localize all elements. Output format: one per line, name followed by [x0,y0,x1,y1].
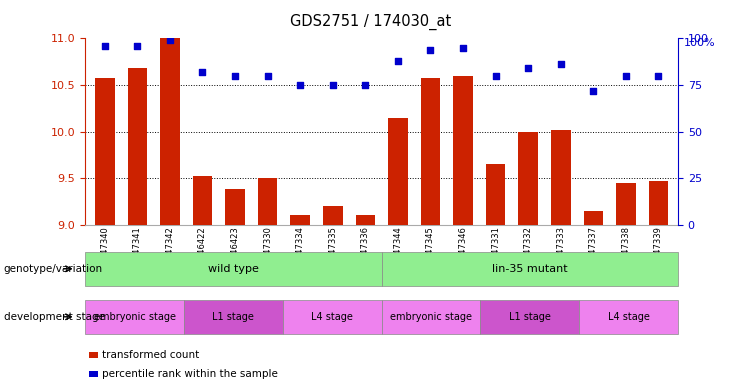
Bar [323,206,342,225]
Bar [193,176,212,225]
Bar [356,215,375,225]
Point [457,45,469,51]
Text: percentile rank within the sample: percentile rank within the sample [102,369,277,379]
Point [196,69,208,75]
Point [653,73,665,79]
Point [164,37,176,43]
Bar [486,164,505,225]
Point [555,61,567,68]
Text: L4 stage: L4 stage [608,312,650,322]
Bar [551,130,571,225]
Point [522,65,534,71]
Point [99,43,110,49]
Bar [160,38,179,225]
Point [262,73,273,79]
Point [392,58,404,64]
Bar [616,183,636,225]
Text: wild type: wild type [208,264,259,274]
Text: L1 stage: L1 stage [213,312,254,322]
Text: genotype/variation: genotype/variation [4,264,103,274]
Bar [584,211,603,225]
Text: lin-35 mutant: lin-35 mutant [492,264,568,274]
Bar [95,78,115,225]
Bar [453,76,473,225]
Bar [421,78,440,225]
Point [425,46,436,53]
Bar [127,68,147,225]
Text: embryonic stage: embryonic stage [93,312,176,322]
Text: development stage: development stage [4,312,104,322]
Point [294,82,306,88]
Point [490,73,502,79]
Text: embryonic stage: embryonic stage [390,312,472,322]
Text: transformed count: transformed count [102,350,199,360]
Bar [225,189,245,225]
Text: L1 stage: L1 stage [509,312,551,322]
Bar [648,181,668,225]
Text: 100%: 100% [684,38,716,48]
Point [588,88,599,94]
Point [229,73,241,79]
Point [327,82,339,88]
Point [620,73,632,79]
Point [359,82,371,88]
Text: L4 stage: L4 stage [311,312,353,322]
Bar [258,178,277,225]
Text: GDS2751 / 174030_at: GDS2751 / 174030_at [290,13,451,30]
Bar [388,118,408,225]
Bar [519,131,538,225]
Bar [290,215,310,225]
Point [131,43,143,49]
